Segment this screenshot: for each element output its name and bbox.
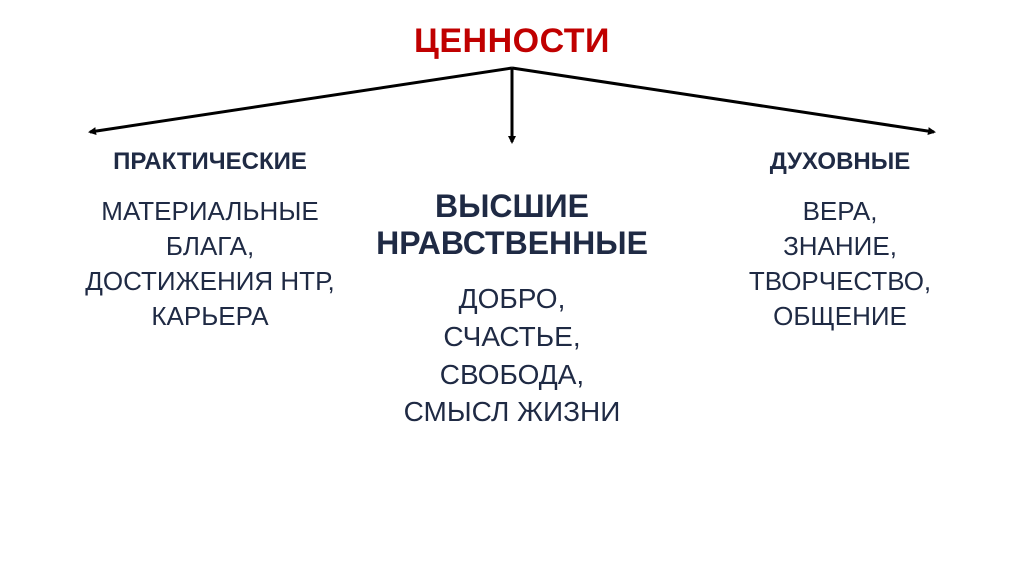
branch-right-heading: ДУХОВНЫЕ <box>700 148 980 176</box>
branch-left-heading: ПРАКТИЧЕСКИЕ <box>60 148 360 176</box>
branch-left-items: МАТЕРИАЛЬНЫЕ БЛАГА, ДОСТИЖЕНИЯ НТР, КАРЬ… <box>60 194 360 334</box>
branch-center-heading: ВЫСШИЕ НРАВСТВЕННЫЕ <box>362 188 662 262</box>
branch-right: ДУХОВНЫЕ ВЕРА, ЗНАНИЕ, ТВОРЧЕСТВО, ОБЩЕН… <box>700 148 980 334</box>
root-title: ЦЕННОСТИ <box>414 22 610 61</box>
branch-center: ВЫСШИЕ НРАВСТВЕННЫЕ ДОБРО, СЧАСТЬЕ, СВОБ… <box>362 188 662 431</box>
branch-left: ПРАКТИЧЕСКИЕ МАТЕРИАЛЬНЫЕ БЛАГА, ДОСТИЖЕ… <box>60 148 360 334</box>
branch-right-items: ВЕРА, ЗНАНИЕ, ТВОРЧЕСТВО, ОБЩЕНИЕ <box>700 194 980 334</box>
branch-center-items: ДОБРО, СЧАСТЬЕ, СВОБОДА, СМЫСЛ ЖИЗНИ <box>362 280 662 431</box>
arrows-svg <box>0 60 1024 150</box>
arrow-left <box>90 68 512 132</box>
arrow-right <box>512 68 934 132</box>
